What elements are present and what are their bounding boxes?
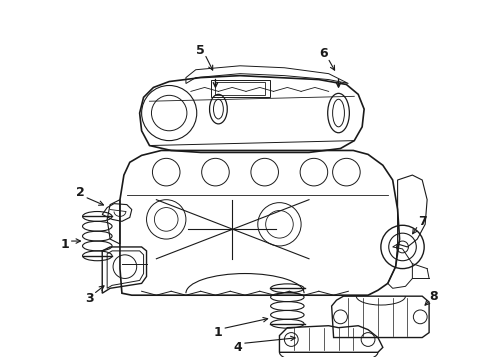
Text: 8: 8 [429, 290, 437, 303]
Text: 1: 1 [214, 326, 223, 339]
Text: 1: 1 [61, 238, 69, 252]
Text: 3: 3 [85, 292, 94, 305]
Text: 4: 4 [233, 341, 242, 354]
Text: 2: 2 [76, 186, 85, 199]
Text: 5: 5 [196, 44, 204, 57]
Text: 7: 7 [417, 215, 426, 228]
Text: 6: 6 [319, 48, 327, 60]
